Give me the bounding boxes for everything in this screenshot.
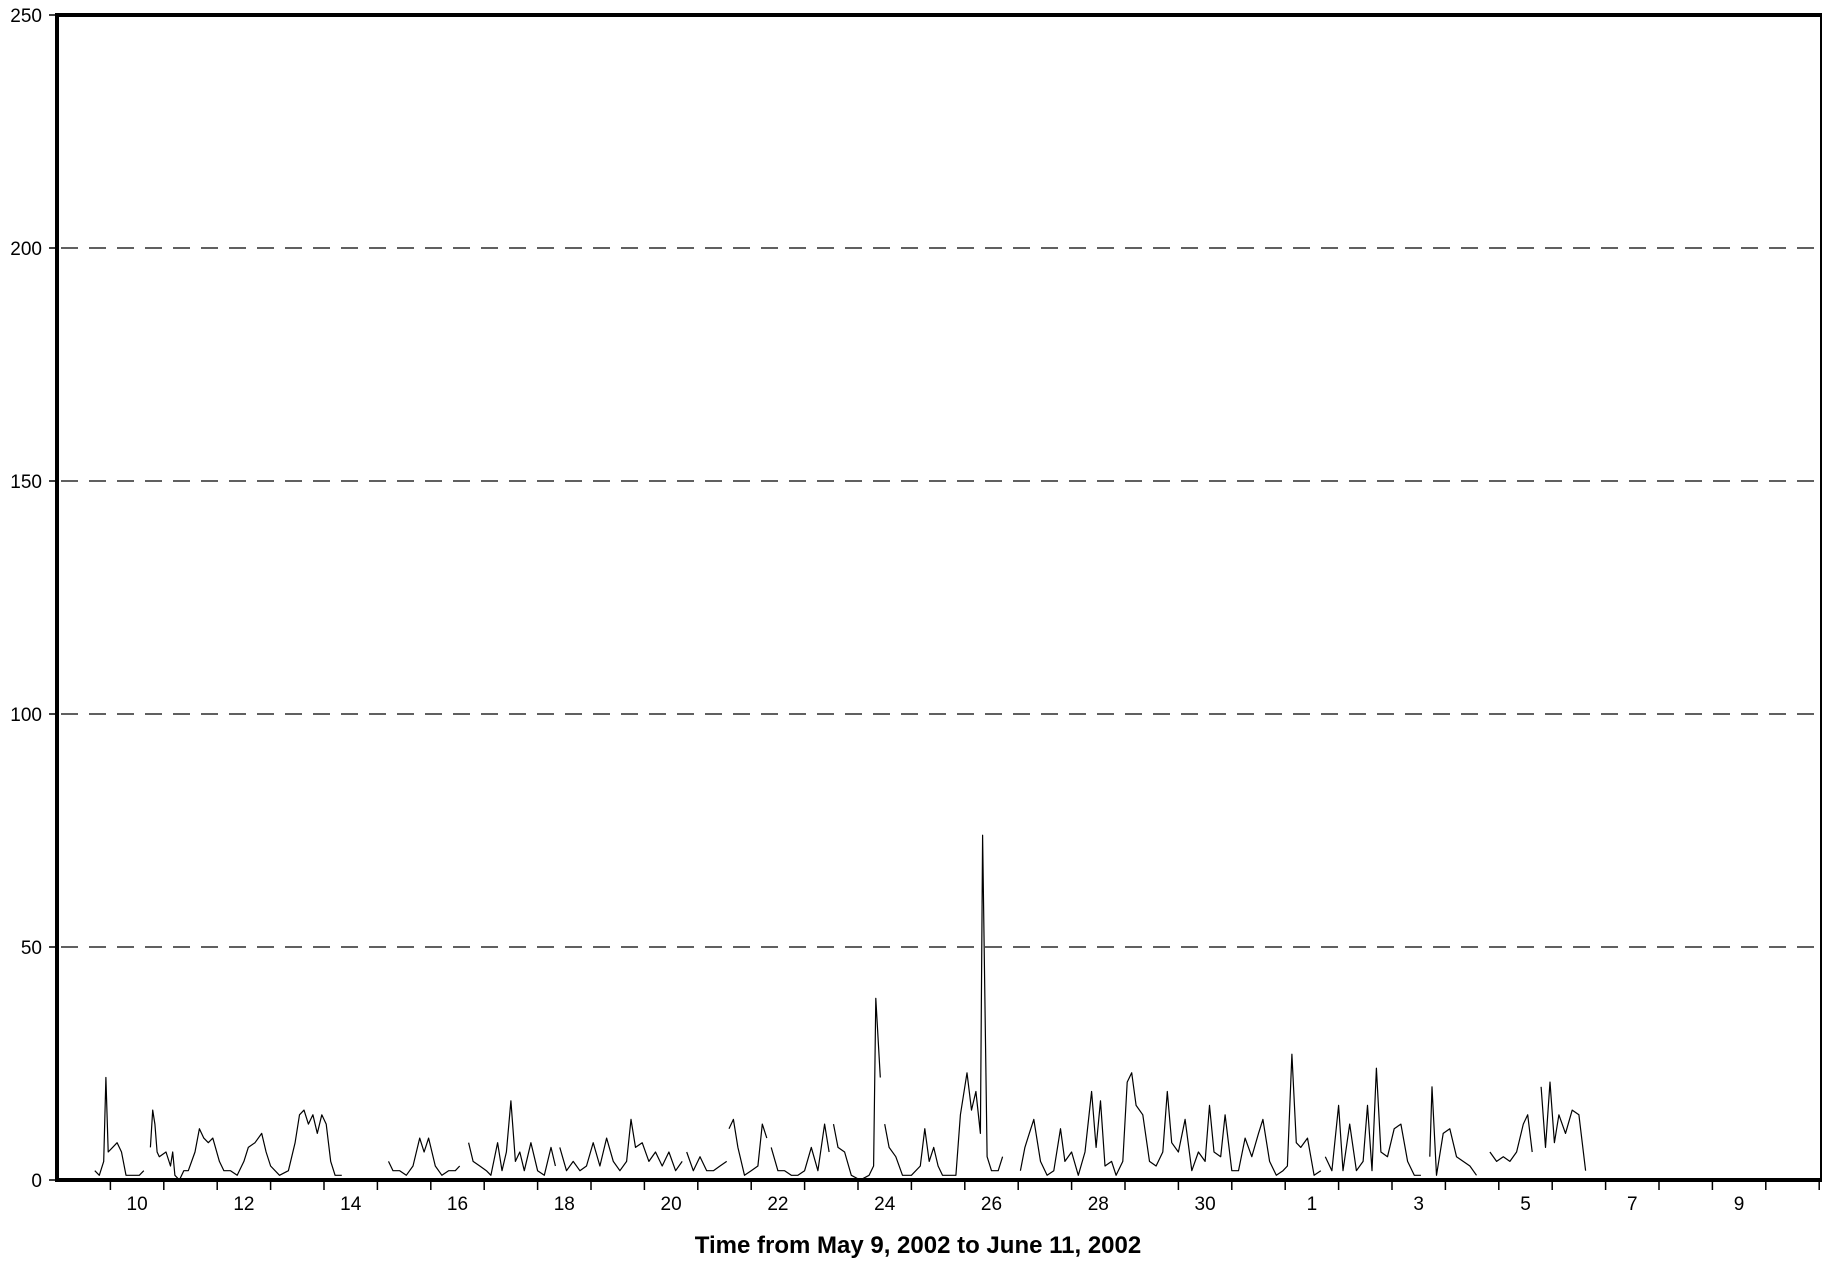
- series-segment: [1324, 1067, 1421, 1176]
- x-tick-label-7: 7: [1627, 1194, 1638, 1215]
- y-tick-label-100: 100: [10, 705, 42, 726]
- series-segment: [94, 1076, 145, 1176]
- x-tick-label-3: 3: [1413, 1194, 1424, 1215]
- x-tick-label-24: 24: [874, 1194, 896, 1215]
- x-tick-label-18: 18: [554, 1194, 575, 1215]
- series-segment: [468, 1100, 556, 1176]
- y-tick-label-250: 250: [10, 6, 42, 27]
- x-axis: 10 12 14 16 18 20 22 24 26 28 30 1 3 5 7 9: [109, 1180, 1820, 1215]
- series-line: [94, 834, 1587, 1181]
- y-axis: 0 50 100 150 200 250: [10, 6, 57, 1192]
- series-segment: [387, 1137, 461, 1176]
- x-tick-label-5: 5: [1520, 1194, 1531, 1215]
- series-segment: [559, 1118, 683, 1172]
- x-tick-label-14: 14: [340, 1194, 362, 1215]
- x-tick-label-28: 28: [1088, 1194, 1109, 1215]
- series-segment: [1489, 1114, 1533, 1163]
- gridlines: [61, 247, 1822, 948]
- series-segment: [1019, 1053, 1322, 1176]
- x-tick-label-16: 16: [447, 1194, 468, 1215]
- x-tick-label-10: 10: [127, 1194, 148, 1215]
- x-tick-label-22: 22: [767, 1194, 788, 1215]
- x-axis-title: Time from May 9, 2002 to June 11, 2002: [695, 1232, 1141, 1259]
- series-segment: [770, 1123, 830, 1176]
- y-tick-label-0: 0: [31, 1171, 42, 1192]
- x-tick-label-12: 12: [233, 1194, 254, 1215]
- series-segment: [884, 834, 1004, 1176]
- series-segment: [149, 1109, 342, 1181]
- x-tick-label-20: 20: [661, 1194, 682, 1215]
- x-tick-label-9: 9: [1734, 1194, 1745, 1215]
- series-segment: [686, 1151, 728, 1172]
- x-tick-label-1: 1: [1307, 1194, 1318, 1215]
- series-segment: [728, 1118, 768, 1176]
- x-tick-label-30: 30: [1195, 1194, 1216, 1215]
- y-tick-label-200: 200: [10, 239, 42, 260]
- series-segment: [832, 997, 881, 1181]
- series-segment: [1540, 1081, 1587, 1171]
- x-tick-label-26: 26: [981, 1194, 1002, 1215]
- series-segment: [1429, 1086, 1477, 1176]
- y-tick-label-50: 50: [21, 938, 42, 959]
- y-tick-label-150: 150: [10, 472, 42, 493]
- plot-frame: [55, 13, 1822, 1182]
